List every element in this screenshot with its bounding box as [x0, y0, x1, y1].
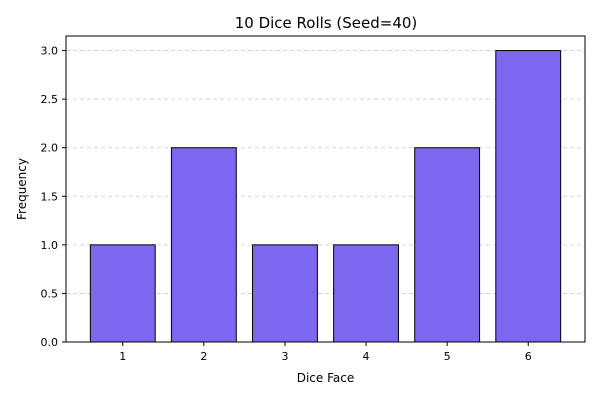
y-tick-label: 3.0: [41, 45, 59, 58]
x-tick-label: 1: [119, 350, 126, 363]
x-tick-label: 5: [444, 350, 451, 363]
bar-layer: [89, 50, 562, 343]
y-tick-label: 2.0: [41, 142, 59, 155]
y-tick-label: 2.5: [41, 93, 59, 106]
y-ticks: 0.0 0.5 1.0 1.5 2.0 2.5 3.0: [41, 45, 66, 349]
bar-face-5: [414, 147, 481, 343]
x-tick-label: 2: [200, 350, 207, 363]
y-axis-label: Frequency: [15, 158, 29, 220]
x-tick-label: 6: [525, 350, 532, 363]
bar-face-6: [495, 50, 562, 343]
chart-title: 10 Dice Rolls (Seed=40): [235, 14, 418, 32]
bar-face-4: [333, 244, 399, 343]
y-tick-label: 1.5: [41, 190, 59, 203]
bar-face-2: [170, 147, 237, 343]
plot-frame: [65, 35, 586, 343]
x-ticks: 1 2 3 4 5 6: [119, 342, 532, 363]
x-tick-label: 3: [281, 350, 288, 363]
bar-face-3: [252, 244, 318, 343]
y-tick-label: 0.5: [41, 287, 59, 300]
y-tick-label: 0.0: [41, 336, 59, 349]
bar-face-1: [89, 244, 156, 343]
x-axis-label: Dice Face: [297, 371, 355, 385]
x-tick-label: 4: [363, 350, 370, 363]
y-tick-label: 1.0: [41, 239, 59, 252]
